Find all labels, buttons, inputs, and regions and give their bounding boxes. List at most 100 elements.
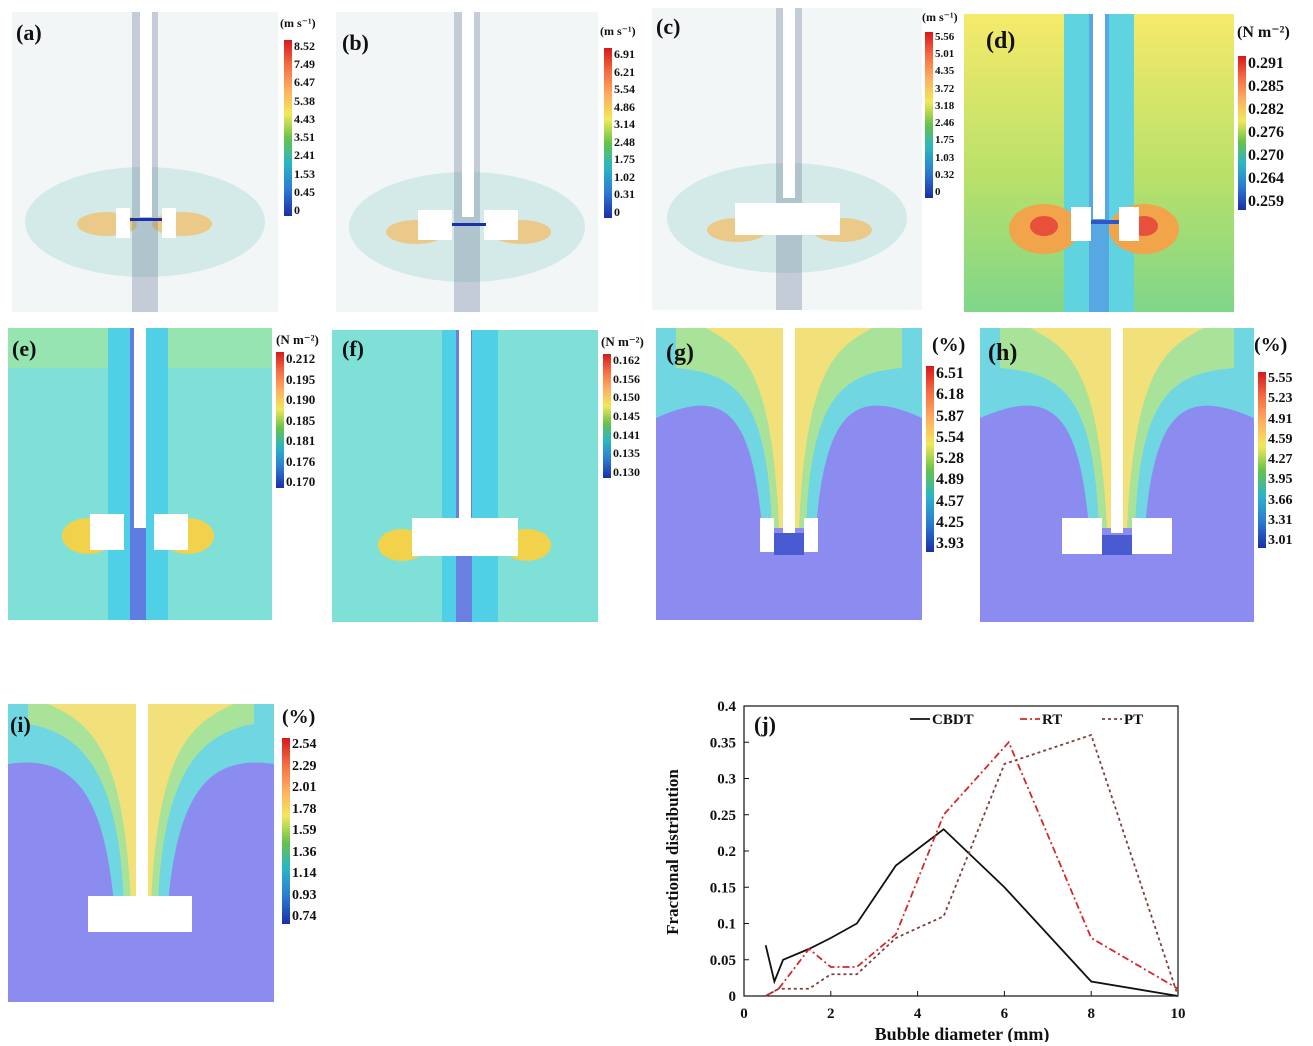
y-tick-label: 0.1	[717, 917, 736, 933]
colorbar-tick-label: 0.190	[286, 392, 316, 407]
colorbar-tick-label: 1.75	[614, 152, 635, 167]
gas-holdup-contour	[980, 328, 1254, 622]
panel-i-unit: (%)	[282, 706, 316, 728]
panel-d-label: (d)	[986, 28, 1016, 54]
panel-b-unit: (m s⁻¹)	[600, 24, 636, 38]
legend-label: CBDT	[932, 712, 974, 728]
colorbar-tick-label: 0	[935, 186, 941, 198]
colorbar-tick-label: 1.14	[292, 866, 317, 881]
panel-i-label: (i)	[10, 712, 31, 737]
colorbar-tick-label: 0.74	[292, 909, 317, 924]
colorbar-tick-label: 7.49	[294, 57, 315, 72]
colorbar-tick-label: 0	[294, 203, 300, 217]
colorbar-tick-label: 1.59	[292, 823, 317, 838]
velocity-vector-field	[12, 12, 278, 312]
colorbar-tick-label: 3.95	[1268, 472, 1293, 488]
colorbar-tick-label: 2.48	[614, 134, 635, 149]
gas-holdup-contour	[656, 328, 922, 620]
colorbar-tick-label: 4.59	[1268, 431, 1293, 447]
colorbar-tick-label: 5.38	[294, 93, 315, 108]
colorbar-tick-label: 4.86	[614, 99, 635, 114]
panel-a-ticks: 8.52 7.49 6.47 5.38 4.43 3.51 2.41 1.53 0.45 0	[294, 40, 334, 216]
panel-i-colorbar	[282, 738, 290, 924]
colorbar-tick-label: 4.57	[936, 492, 964, 510]
bubble-size-distribution-chart: 0 0.05 0.1 0.15 0.2 0.25 0.3 0.35 0.4 0 2 4 6 8 10 CB…	[663, 699, 1186, 1042]
colorbar-tick-label: 0.162	[613, 353, 640, 367]
colorbar-tick-label: 0.291	[1248, 55, 1284, 72]
x-tick-label: 0	[740, 1006, 748, 1022]
panel-a-unit: (m s⁻¹)	[280, 16, 316, 30]
panel-e-ticks: 0.212 0.195 0.190 0.185 0.181 0.176 0.170	[286, 352, 330, 488]
panel-f-image	[332, 330, 598, 622]
colorbar-tick-label: 4.89	[936, 471, 964, 489]
panel-g-image	[656, 328, 922, 620]
y-tick-label: 0.35	[710, 735, 736, 751]
colorbar-tick-label: 0.276	[1248, 124, 1284, 141]
panel-c-unit: (m s⁻¹)	[922, 10, 958, 24]
panel-a-image	[12, 12, 278, 312]
panel-f-label: (f)	[342, 336, 364, 361]
colorbar-tick-label: 5.54	[614, 82, 635, 97]
colorbar-tick-label: 1.78	[292, 801, 317, 817]
colorbar-tick-label: 6.51	[936, 365, 964, 382]
colorbar-tick-label: 2.54	[292, 737, 317, 752]
velocity-vector-field	[652, 8, 922, 310]
panel-d-ticks: 0.291 0.285 0.282 0.276 0.270 0.264 0.259	[1248, 56, 1308, 210]
series-line-pt	[765, 733, 1179, 997]
colorbar-tick-label: 4.27	[1268, 452, 1293, 467]
colorbar-tick-label: 0.181	[286, 433, 316, 448]
panel-h-ticks: 5.55 5.23 4.91 4.59 4.27 3.95 3.66 3.31 3.01	[1268, 372, 1312, 548]
colorbar-tick-label: 3.31	[1268, 512, 1293, 528]
colorbar-tick-label: 6.47	[294, 75, 315, 90]
colorbar-tick-label: 6.18	[936, 386, 964, 404]
colorbar-tick-label: 2.41	[294, 148, 315, 163]
colorbar-tick-label: 0.270	[1248, 147, 1284, 164]
velocity-vector-field	[336, 12, 598, 312]
gas-holdup-contour	[8, 704, 274, 1002]
panel-h-image	[980, 328, 1254, 622]
colorbar-tick-label: 2.46	[935, 117, 955, 130]
y-tick-label: 0.2	[717, 844, 736, 860]
panel-a-colorbar	[284, 40, 292, 216]
colorbar-tick-label: 0.282	[1248, 101, 1284, 118]
colorbar-tick-label: 0.285	[1248, 78, 1284, 95]
x-tick-label: 10	[1171, 1006, 1186, 1022]
panel-i-image	[8, 704, 274, 1002]
panel-c-ticks: 5.56 5.01 4.35 3.72 3.18 2.46 1.75 1.03 0.32 0	[935, 32, 975, 198]
chart-y-axis-label: Fractional distribution	[663, 769, 682, 935]
panel-f-unit: (N m⁻²)	[601, 334, 644, 349]
colorbar-tick-label: 5.28	[936, 450, 964, 467]
colorbar-tick-label: 0.170	[286, 474, 316, 489]
panel-b-ticks: 6.91 6.21 5.54 4.86 3.14 2.48 1.75 1.02 0.31 0	[614, 48, 654, 218]
colorbar-tick-label: 0.32	[935, 168, 955, 181]
colorbar-tick-label: 5.56	[935, 31, 955, 43]
colorbar-tick-label: 0.145	[613, 409, 640, 423]
panel-c-image	[652, 8, 922, 310]
colorbar-tick-label: 1.36	[292, 844, 317, 860]
shear-stress-contour	[332, 330, 598, 622]
colorbar-tick-label: 3.18	[935, 99, 955, 112]
colorbar-tick-label: 4.25	[936, 513, 964, 531]
panel-b-colorbar	[604, 48, 612, 218]
colorbar-tick-label: 1.75	[935, 134, 955, 147]
colorbar-tick-label: 1.02	[614, 169, 635, 184]
colorbar-tick-label: 0.156	[613, 371, 640, 386]
shear-stress-contour	[964, 14, 1234, 312]
y-tick-label: 0.15	[710, 880, 736, 896]
colorbar-tick-label: 0.264	[1248, 170, 1284, 187]
colorbar-tick-label: 0.130	[613, 465, 640, 479]
colorbar-tick-label: 2.29	[292, 758, 317, 774]
colorbar-tick-label: 0.45	[294, 184, 315, 199]
panel-d-colorbar	[1238, 56, 1246, 210]
y-tick-label: 0.4	[717, 699, 736, 715]
colorbar-tick-label: 5.01	[935, 48, 955, 61]
colorbar-tick-label: 6.91	[614, 47, 635, 61]
panel-d-unit: (N m⁻²)	[1237, 24, 1290, 41]
colorbar-tick-label: 3.14	[614, 117, 635, 132]
colorbar-tick-label: 1.53	[294, 166, 315, 181]
y-tick-label: 0.05	[710, 953, 736, 969]
colorbar-tick-label: 0.185	[286, 412, 316, 428]
colorbar-tick-label: 1.03	[935, 151, 955, 164]
colorbar-tick-label: 0.259	[1248, 193, 1284, 210]
colorbar-tick-label: 0.176	[286, 453, 316, 469]
